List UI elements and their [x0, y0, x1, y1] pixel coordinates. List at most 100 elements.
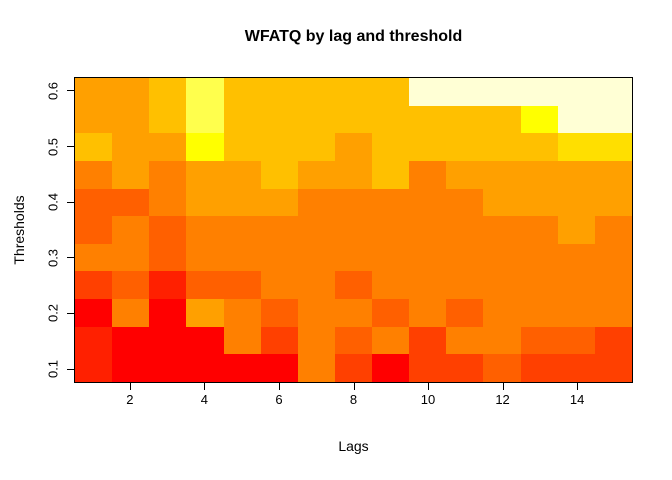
heatmap-cell — [223, 270, 262, 300]
heatmap-cell — [186, 270, 225, 300]
heatmap-cell — [112, 243, 151, 272]
heatmap-cell — [112, 78, 151, 106]
heatmap-cell — [260, 215, 299, 244]
heatmap-cell — [520, 326, 559, 355]
heatmap-cell — [557, 353, 596, 382]
heatmap-cell — [186, 353, 225, 382]
heatmap-cell — [297, 78, 337, 106]
heatmap-cell — [594, 326, 632, 355]
heatmap-cell — [446, 160, 485, 189]
heatmap-cell — [334, 243, 374, 272]
heatmap-cell — [520, 105, 559, 134]
heatmap-cell — [594, 215, 632, 244]
heatmap-cell — [372, 270, 411, 300]
heatmap-cell — [446, 105, 485, 134]
heatmap-cell — [260, 187, 299, 217]
y-tick-mark — [67, 257, 74, 259]
heatmap-cell — [75, 160, 114, 189]
heatmap-cell — [483, 215, 522, 244]
heatmap-cell — [223, 160, 262, 189]
heatmap-cell — [520, 160, 559, 189]
heatmap-cell — [409, 105, 448, 134]
chart-title: WFATQ by lag and threshold — [244, 28, 463, 45]
heatmap-cell — [186, 243, 225, 272]
heatmap-cell — [372, 132, 411, 161]
heatmap-cell — [186, 187, 225, 217]
heatmap-cell — [557, 78, 596, 106]
heatmap-cell — [149, 105, 188, 134]
heatmap-cell — [297, 353, 337, 382]
heatmap-cell — [409, 132, 448, 161]
heatmap-cell — [112, 105, 151, 134]
heatmap-cell — [483, 187, 522, 217]
heatmap-cell — [483, 270, 522, 300]
heatmap-cell — [409, 353, 448, 382]
heatmap-cell — [334, 270, 374, 300]
heatmap-cell — [149, 160, 188, 189]
heatmap-cell — [594, 187, 632, 217]
heatmap-cell — [75, 353, 114, 382]
heatmap-cell — [594, 105, 632, 134]
heatmap-cell — [334, 353, 374, 382]
heatmap-cell — [557, 298, 596, 327]
heatmap-cell — [520, 270, 559, 300]
heatmap-cell — [223, 132, 262, 161]
heatmap-cell — [260, 298, 299, 327]
heatmap-plot — [74, 77, 633, 383]
heatmap-cell — [446, 243, 485, 272]
heatmap-cell — [75, 270, 114, 300]
heatmap-cell — [260, 160, 299, 189]
heatmap-cell — [223, 105, 262, 134]
heatmap-cell — [372, 353, 411, 382]
y-tick-label: 0.2 — [45, 304, 61, 323]
heatmap-cell — [409, 270, 448, 300]
y-axis-label: Thresholds — [11, 195, 27, 265]
heatmap-cell — [75, 298, 114, 327]
x-tick-mark — [502, 383, 504, 390]
heatmap-cell — [260, 78, 299, 106]
heatmap-cell — [149, 215, 188, 244]
heatmap-cell — [483, 78, 522, 106]
heatmap-cell — [483, 298, 522, 327]
heatmap-cell — [186, 78, 225, 106]
heatmap-cell — [260, 353, 299, 382]
y-tick-mark — [67, 146, 74, 148]
heatmap-cell — [520, 187, 559, 217]
heatmap-cell — [112, 298, 151, 327]
y-tick-label: 0.4 — [45, 193, 61, 212]
heatmap-cell — [297, 160, 337, 189]
heatmap-cell — [334, 105, 374, 134]
heatmap-cell — [186, 215, 225, 244]
x-tick-mark — [353, 383, 355, 390]
y-tick-mark — [67, 312, 74, 314]
heatmap-cell — [446, 78, 485, 106]
x-tick-mark — [428, 383, 430, 390]
x-tick-mark — [129, 383, 131, 390]
heatmap-cell — [75, 105, 114, 134]
heatmap-cell — [112, 187, 151, 217]
x-tick-label: 4 — [200, 392, 209, 407]
heatmap-cell — [75, 187, 114, 217]
heatmap-cell — [75, 326, 114, 355]
heatmap-cell — [334, 215, 374, 244]
x-tick-mark — [204, 383, 206, 390]
heatmap-cell — [297, 132, 337, 161]
y-tick-label: 0.5 — [45, 137, 61, 156]
heatmap-cell — [223, 353, 262, 382]
heatmap-cell — [334, 187, 374, 217]
heatmap-cell — [297, 326, 337, 355]
heatmap-cell — [149, 298, 188, 327]
heatmap-cell — [223, 78, 262, 106]
heatmap-cell — [186, 105, 225, 134]
heatmap-cell — [223, 326, 262, 355]
heatmap-cell — [594, 270, 632, 300]
heatmap-cell — [594, 78, 632, 106]
plot-area: 2 4 6 8 10 12 14 0.1 0.2 0.3 0.4 0.5 0.6 — [45, 77, 633, 407]
heatmap-cell — [186, 326, 225, 355]
heatmap-cell — [186, 160, 225, 189]
heatmap-cell — [334, 78, 374, 106]
x-tick-label: 8 — [349, 392, 358, 407]
heatmap-cell — [372, 78, 411, 106]
heatmap-cell — [557, 160, 596, 189]
heatmap-cell — [409, 326, 448, 355]
